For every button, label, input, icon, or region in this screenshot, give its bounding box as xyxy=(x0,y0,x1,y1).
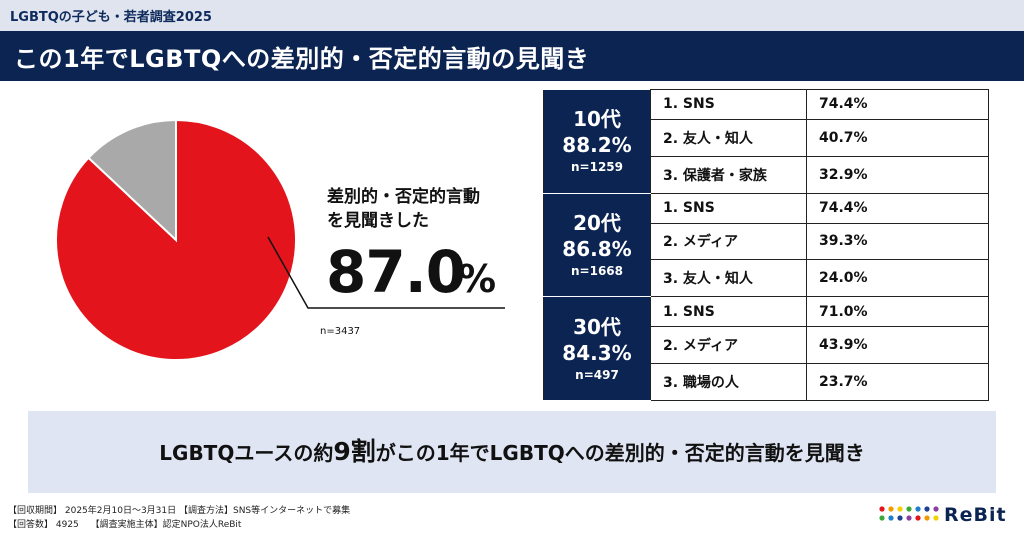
survey-label-strip: LGBTQの子ども・若者調査2025 xyxy=(0,0,1024,31)
rank-value: 24.0% xyxy=(806,259,989,298)
table-row: 3. 保護者・家族 32.9% xyxy=(544,155,989,194)
rank-value: 32.9% xyxy=(806,155,989,194)
callout-line-2: を見聞きした xyxy=(327,211,429,231)
logo-dot xyxy=(897,515,903,521)
pie-slice-0 xyxy=(56,120,296,360)
age-label: 20代 xyxy=(573,210,621,235)
footer-line-1: 【回収期間】 2025年2月10日～3月31日 【調査方法】SNS等インターネッ… xyxy=(8,506,351,516)
ranking-table: 10代 88.2% n=1259 1. SNS 74.4% 2. 友人・知人 4… xyxy=(543,89,989,401)
table-row: 2. 友人・知人 40.7% xyxy=(544,118,989,157)
age-sample-size: n=1668 xyxy=(571,263,623,278)
logo-dot xyxy=(888,515,894,521)
rank-value: 23.7% xyxy=(806,363,989,401)
age-label: 30代 xyxy=(573,314,621,339)
rank-item: 3. 保護者・家族 xyxy=(650,155,807,194)
logo-dot xyxy=(888,506,894,512)
logo-dot xyxy=(933,515,939,521)
logo-dot xyxy=(915,515,921,521)
rebit-logo-text: ReBit xyxy=(944,504,1007,526)
footer-line-2: 【回答数】 4925 【調査実施主体】認定NPO法人ReBit xyxy=(8,520,242,530)
age-percent: 88.2% xyxy=(562,133,632,158)
logo-dot xyxy=(906,515,912,521)
pie-sample-size: n=3437 xyxy=(320,326,361,337)
logo-dot xyxy=(879,515,885,521)
callout-value: 87.0 xyxy=(326,238,466,306)
rank-value: 40.7% xyxy=(806,118,989,157)
callout-line-1: 差別的・否定的言動 xyxy=(327,187,480,207)
table-row: 30代 84.3% n=497 1. SNS 71.0% xyxy=(543,296,989,401)
summary-suffix: がこの1年でLGBTQへの差別的・否定的言動を見聞き xyxy=(375,441,865,465)
logo-dot xyxy=(915,506,921,512)
age-label: 10代 xyxy=(573,107,621,132)
table-row: 3. 職場の人 23.7% xyxy=(544,363,989,401)
pie-callout: 差別的・否定的言動 を見聞きした xyxy=(327,185,537,233)
table-row: 20代 86.8% n=1668 1. SNS 74.4% xyxy=(543,192,989,298)
rebit-logo-mark xyxy=(879,506,939,521)
age-cell-10s: 10代 88.2% n=1259 xyxy=(543,89,651,194)
rank-item: 1. SNS xyxy=(650,89,807,120)
logo-dot xyxy=(924,515,930,521)
rank-item: 3. 友人・知人 xyxy=(650,259,807,298)
rank-item: 2. メディア xyxy=(650,326,807,365)
rank-item: 2. メディア xyxy=(650,222,807,261)
logo-dot xyxy=(933,506,939,512)
age-cell-20s: 20代 86.8% n=1668 xyxy=(543,192,651,298)
rank-item: 3. 職場の人 xyxy=(650,363,807,401)
logo-dot xyxy=(879,506,885,512)
summary-prefix: LGBTQユースの約 xyxy=(159,441,334,465)
rank-item: 1. SNS xyxy=(650,296,807,328)
age-sample-size: n=497 xyxy=(575,367,619,382)
pie-slice-1 xyxy=(87,120,177,243)
age-percent: 86.8% xyxy=(562,236,632,261)
table-row: 10代 88.2% n=1259 1. SNS 74.4% xyxy=(543,89,989,194)
pie-chart xyxy=(56,120,296,360)
title-bar: この1年でLGBTQへの差別的・否定的言動の見聞き xyxy=(0,31,1024,81)
logo-dot xyxy=(897,506,903,512)
logo-dot xyxy=(924,506,930,512)
rank-value: 74.4% xyxy=(806,89,989,120)
rank-value: 43.9% xyxy=(806,326,989,365)
age-cell-30s: 30代 84.3% n=497 xyxy=(543,296,651,401)
rank-item: 1. SNS xyxy=(650,192,807,224)
age-percent: 84.3% xyxy=(562,340,632,365)
rank-item: 2. 友人・知人 xyxy=(650,118,807,157)
rank-value: 39.3% xyxy=(806,222,989,261)
survey-label: LGBTQの子ども・若者調査2025 xyxy=(10,10,212,25)
rank-value: 74.4% xyxy=(806,192,989,224)
age-sample-size: n=1259 xyxy=(571,160,623,175)
summary-text: LGBTQユースの約9割がこの1年でLGBTQへの差別的・否定的言動を見聞き xyxy=(28,411,996,494)
summary-emphasis: 9割 xyxy=(333,437,376,466)
summary-box: LGBTQユースの約9割がこの1年でLGBTQへの差別的・否定的言動を見聞き xyxy=(28,411,996,493)
callout-unit: % xyxy=(458,257,497,301)
table-row: 3. 友人・知人 24.0% xyxy=(544,259,989,298)
page-title: この1年でLGBTQへの差別的・否定的言動の見聞き xyxy=(14,45,590,73)
logo-dot xyxy=(906,506,912,512)
rank-value: 71.0% xyxy=(806,296,989,328)
